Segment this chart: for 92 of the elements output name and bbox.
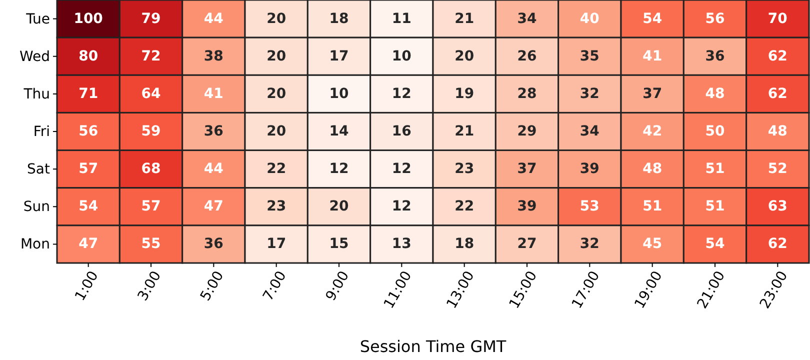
y-tick-label: Tue (25, 11, 50, 28)
data-label: 54 (78, 198, 98, 215)
data-label: 50 (705, 124, 725, 140)
data-label: 44 (204, 10, 224, 27)
data-label: 12 (392, 86, 412, 102)
data-label: 47 (78, 236, 98, 252)
data-label: 59 (141, 124, 161, 140)
data-label: 20 (266, 124, 286, 140)
data-label: 42 (642, 124, 662, 140)
data-label: 34 (580, 124, 600, 140)
data-label: 37 (642, 86, 662, 102)
data-label: 68 (141, 161, 161, 178)
data-label: 44 (204, 161, 224, 178)
data-label: 22 (454, 198, 474, 215)
y-tick-label: Wed (19, 48, 50, 65)
y-tick-label: Mon (20, 236, 50, 253)
data-label: 34 (517, 10, 537, 27)
data-label: 20 (266, 86, 286, 102)
data-label: 41 (642, 48, 662, 64)
data-label: 48 (705, 86, 725, 102)
data-label: 18 (329, 10, 349, 27)
data-label: 29 (517, 124, 537, 140)
data-label: 38 (204, 48, 224, 64)
y-tick-label: Sun (23, 199, 50, 216)
data-label: 80 (78, 48, 98, 64)
data-label: 41 (204, 86, 224, 102)
data-label: 21 (454, 124, 474, 140)
data-label: 51 (705, 161, 725, 178)
data-label: 12 (392, 198, 412, 215)
data-label: 62 (768, 48, 788, 64)
data-label: 10 (329, 86, 349, 102)
data-label: 23 (266, 198, 286, 215)
data-label: 100 (74, 10, 104, 27)
data-label: 20 (266, 10, 286, 27)
data-label: 71 (78, 86, 98, 102)
data-label: 16 (392, 124, 412, 140)
data-label: 32 (580, 86, 600, 102)
x-axis-title: Session Time GMT (360, 337, 506, 356)
data-label: 22 (266, 161, 286, 178)
y-tick-label: Thu (22, 86, 50, 102)
data-label: 57 (78, 161, 98, 178)
data-label: 56 (78, 124, 98, 140)
data-label: 55 (141, 236, 161, 252)
data-label: 20 (329, 198, 349, 215)
data-label: 20 (266, 48, 286, 64)
data-label: 36 (204, 236, 224, 252)
data-label: 18 (454, 236, 474, 252)
data-label: 36 (705, 48, 725, 64)
data-label: 21 (454, 10, 474, 27)
data-label: 14 (329, 124, 349, 140)
data-label: 26 (517, 48, 537, 64)
data-label: 12 (329, 161, 349, 178)
data-label: 56 (705, 10, 725, 27)
data-label: 32 (580, 236, 600, 252)
data-label: 70 (768, 10, 788, 27)
data-label: 27 (517, 236, 537, 252)
data-label: 53 (580, 198, 600, 215)
data-label: 51 (705, 198, 725, 215)
data-label: 20 (454, 48, 474, 64)
data-label: 52 (768, 161, 788, 178)
data-label: 48 (768, 124, 788, 140)
data-label: 10 (392, 48, 412, 64)
data-label: 40 (580, 10, 600, 27)
data-label: 37 (517, 161, 537, 178)
data-label: 13 (392, 236, 412, 252)
data-label: 11 (392, 10, 412, 27)
data-label: 72 (141, 48, 161, 64)
data-label: 15 (329, 236, 349, 252)
data-label: 47 (204, 198, 224, 215)
data-label: 28 (517, 86, 537, 102)
data-label: 39 (580, 161, 600, 178)
data-label: 64 (141, 86, 161, 102)
data-label: 17 (329, 48, 349, 64)
data-label: 54 (705, 236, 725, 252)
y-tick-label: Sat (27, 162, 50, 178)
data-label: 45 (642, 236, 662, 252)
y-tick-label: Fri (33, 124, 50, 140)
data-label: 35 (580, 48, 600, 64)
data-label: 79 (141, 10, 161, 27)
data-label: 12 (392, 161, 412, 178)
data-label: 48 (642, 161, 662, 178)
data-label: 39 (517, 198, 537, 215)
data-label: 23 (454, 161, 474, 178)
data-label: 19 (454, 86, 474, 102)
data-label: 62 (768, 86, 788, 102)
data-label: 36 (204, 124, 224, 140)
data-label: 57 (141, 198, 161, 215)
data-label: 54 (642, 10, 662, 27)
data-label: 17 (266, 236, 286, 252)
data-label: 62 (768, 236, 788, 252)
data-label: 51 (642, 198, 662, 215)
data-label: 63 (768, 198, 788, 215)
